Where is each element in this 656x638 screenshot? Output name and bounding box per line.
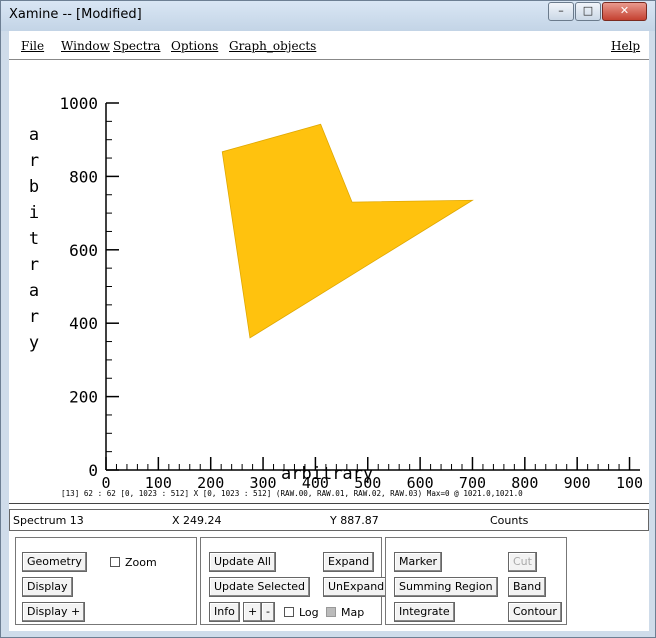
spectrum-plot[interactable]: 0 100 200 300 400 500 600 700 800 900 100 0 200 400 60… [9, 60, 649, 504]
status-spectrum: Spectrum 13 [13, 514, 84, 527]
menu-help[interactable]: Help [611, 39, 641, 53]
x-tick-label: 100 [145, 474, 172, 492]
menu-options[interactable]: Options [171, 39, 219, 53]
y-axis-label-letter: b [29, 177, 39, 197]
map-checkbox[interactable]: Map [326, 606, 364, 619]
x-tick-label: 300 [250, 474, 277, 492]
menu-bar: File Window Spectra Options Graph_object… [9, 31, 649, 60]
geometry-button[interactable]: Geometry [22, 552, 87, 572]
unexpand-button[interactable]: UnExpand [323, 577, 390, 597]
status-bar: Spectrum 13 X 249.24 Y 887.87 Counts [9, 509, 649, 531]
menu-window[interactable]: Window [61, 39, 110, 53]
minus-button[interactable]: - [261, 602, 275, 622]
y-axis-label-letter: a [29, 125, 39, 145]
graph-objects-panel: Marker Cut Summing Region Band Integrate… [385, 537, 567, 625]
status-x: X 249.24 [172, 514, 222, 527]
x-tick-label: 600 [407, 474, 434, 492]
zoom-checkbox[interactable]: Zoom [110, 556, 157, 569]
plot-canvas[interactable]: 0 100 200 300 400 500 600 700 800 900 100020040060… [9, 60, 649, 503]
y-axis-label-letter: r [29, 151, 39, 171]
menu-graph-objects[interactable]: Graph_objects [229, 39, 317, 53]
y-axis-label-letter: y [29, 333, 39, 353]
expand-button[interactable]: Expand [323, 552, 375, 572]
update-selected-button[interactable]: Update Selected [209, 577, 311, 597]
checkbox-icon [284, 607, 294, 617]
plus-button[interactable]: + [243, 602, 263, 622]
x-tick-label: 400 [302, 474, 329, 492]
summing-region-button[interactable]: Summing Region [394, 577, 498, 597]
x-tick-label: 100 [616, 474, 643, 492]
y-tick-label: 200 [69, 388, 98, 407]
x-tick-label: 0 [101, 474, 110, 492]
y-tick-label: 800 [69, 167, 98, 186]
contour-button[interactable]: Contour [508, 602, 562, 622]
y-tick-label: 400 [69, 314, 98, 333]
checkbox-icon [326, 607, 336, 617]
y-axis-label-letter: i [29, 203, 39, 223]
checkbox-icon [110, 557, 120, 567]
log-checkbox[interactable]: Log [284, 606, 319, 619]
update-all-button[interactable]: Update All [209, 552, 276, 572]
title-bar[interactable]: Xamine -- [Modified] – □ ✕ [1, 1, 655, 31]
status-counts: Counts [490, 514, 529, 527]
y-tick-label: 1000 [59, 94, 98, 113]
window-title: Xamine -- [Modified] [9, 7, 142, 22]
x-axis-label: arbitrary [281, 464, 373, 484]
graph-object-polygon[interactable] [221, 123, 474, 339]
minimize-button[interactable]: – [548, 2, 574, 21]
status-y: Y 887.87 [330, 514, 379, 527]
maximize-button[interactable]: □ [575, 2, 601, 21]
y-axis-label-letter: a [29, 281, 39, 301]
y-tick-label: 0 [88, 461, 98, 480]
y-axis-label-letter: r [29, 307, 39, 327]
close-button[interactable]: ✕ [602, 2, 647, 21]
y-axis-label: arbitrary [29, 125, 39, 353]
client-area: File Window Spectra Options Graph_object… [9, 31, 649, 631]
y-axis-label-letter: r [29, 255, 39, 275]
info-button[interactable]: Info [209, 602, 240, 622]
band-button[interactable]: Band [508, 577, 547, 597]
x-tick-label: 800 [511, 474, 538, 492]
geometry-panel: Geometry Zoom Display Display + [15, 537, 197, 625]
display-plus-button[interactable]: Display + [22, 602, 86, 622]
x-tick-label: 200 [197, 474, 224, 492]
y-axis-label-letter: t [29, 229, 39, 249]
x-tick-label: 900 [564, 474, 591, 492]
spectrum-info-line: [13] 62 : 62 [0, 1023 : 512] X [0, 1023 … [61, 489, 523, 498]
cut-button[interactable]: Cut [508, 552, 537, 572]
x-tick-label: 500 [354, 474, 381, 492]
update-panel: Update All Expand Update Selected UnExpa… [200, 537, 390, 625]
menu-spectra[interactable]: Spectra [113, 39, 161, 53]
marker-button[interactable]: Marker [394, 552, 443, 572]
display-button[interactable]: Display [22, 577, 73, 597]
menu-file[interactable]: File [21, 39, 45, 53]
integrate-button[interactable]: Integrate [394, 602, 455, 622]
y-tick-label: 600 [69, 241, 98, 260]
x-tick-label: 700 [459, 474, 486, 492]
